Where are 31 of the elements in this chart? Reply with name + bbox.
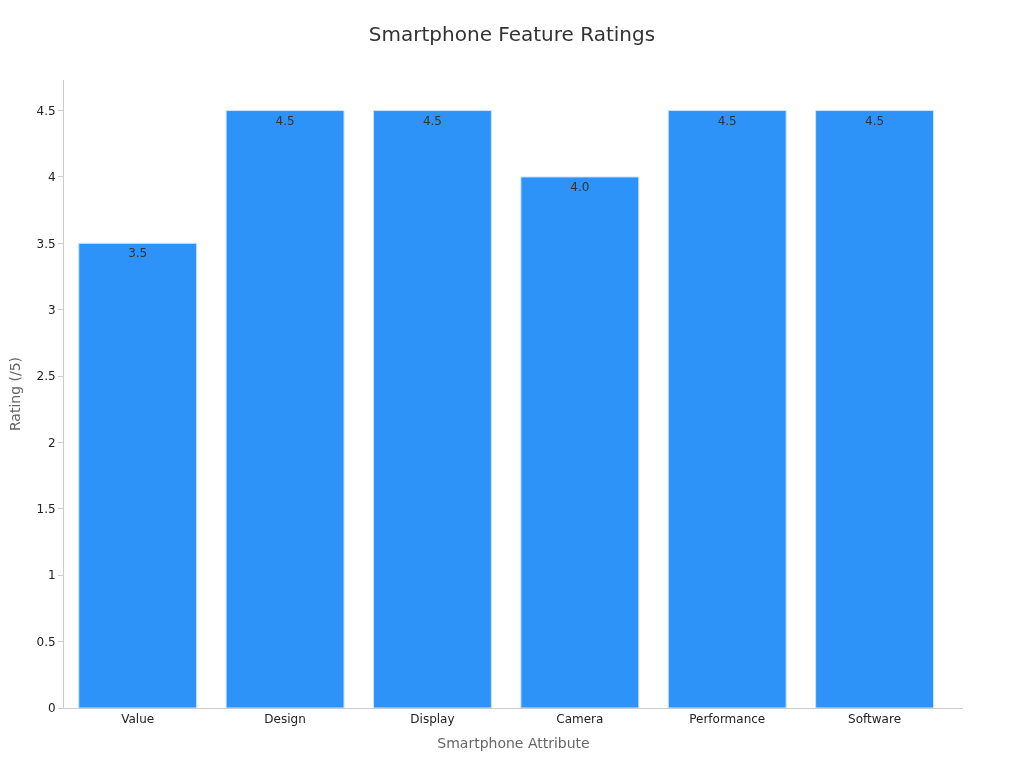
y-tick-label: 3 xyxy=(47,302,56,317)
bar xyxy=(815,110,935,708)
x-tick-label: Performance xyxy=(689,712,766,727)
x-tick-label: Design xyxy=(264,712,306,727)
y-tick-label: 0 xyxy=(47,701,56,716)
data-label: 4.5 xyxy=(275,113,295,128)
data-label: 3.5 xyxy=(128,246,148,261)
chart-title: Smartphone Feature Ratings xyxy=(368,21,656,46)
bar xyxy=(667,110,787,708)
bar xyxy=(520,176,640,708)
y-tick-label: 0.5 xyxy=(36,634,56,649)
y-tick-label: 1 xyxy=(47,568,56,583)
y-tick-label: 1.5 xyxy=(36,502,56,517)
bar xyxy=(78,242,198,708)
bar xyxy=(372,110,492,708)
x-axis-title: Smartphone Attribute xyxy=(437,734,590,751)
y-tick-label: 3.5 xyxy=(36,236,56,251)
y-tick-label: 2 xyxy=(47,435,56,450)
x-tick-label: Software xyxy=(848,712,902,727)
y-axis-title: Rating (/5) xyxy=(7,356,24,432)
data-label: 4.5 xyxy=(422,113,442,128)
data-label: 4.0 xyxy=(570,179,590,194)
data-label: 4.5 xyxy=(717,113,737,128)
y-tick-label: 2.5 xyxy=(36,369,56,384)
x-tick-label: Display xyxy=(410,712,455,727)
y-tick-label: 4 xyxy=(47,170,56,185)
y-tick-label: 4.5 xyxy=(36,103,56,118)
x-tick-label: Value xyxy=(121,712,155,727)
data-label: 4.5 xyxy=(865,113,885,128)
x-tick-label: Camera xyxy=(556,712,604,727)
bar xyxy=(225,110,345,708)
